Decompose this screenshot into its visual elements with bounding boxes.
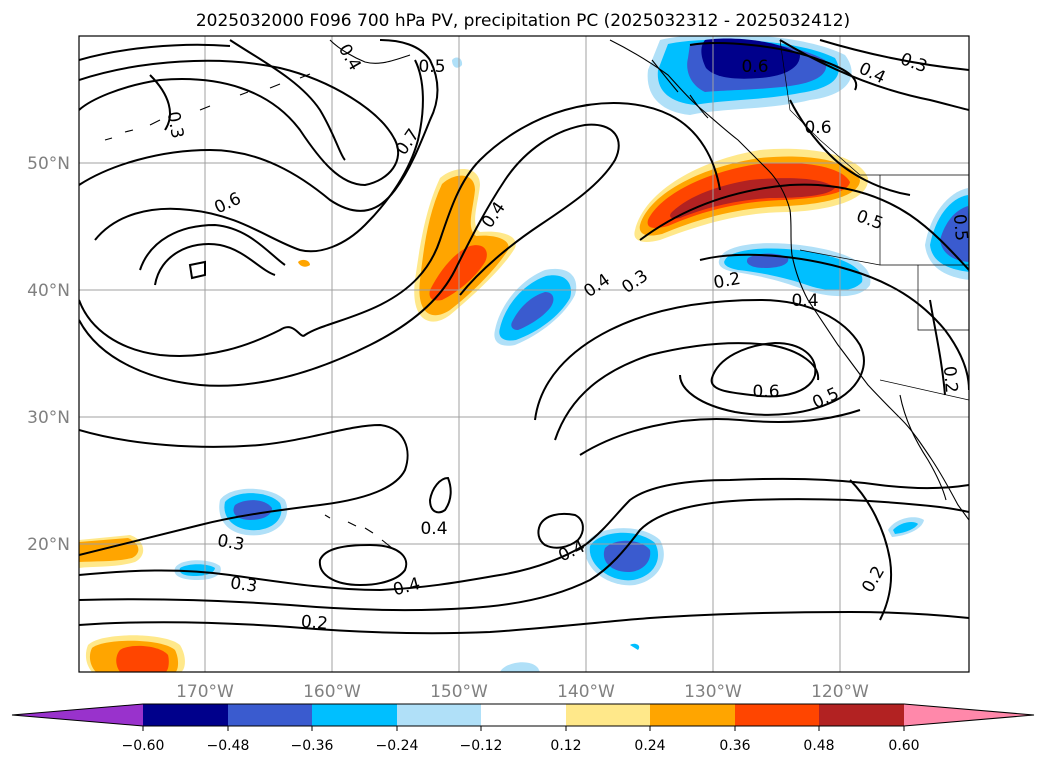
lon-label-160w: 160°W — [303, 682, 361, 702]
precip-region-south-edge-negative — [500, 662, 540, 672]
coastlines — [104, 39, 969, 549]
precip-region-baja-negative-medium — [893, 522, 918, 534]
colorbar-tick-labels: −0.60 −0.48 −0.36 −0.24 −0.12 0.12 0.24 … — [122, 738, 920, 754]
lon-label-150w: 150°W — [430, 682, 488, 702]
lon-label-130w: 130°W — [684, 682, 742, 702]
colorbar-extend-high — [904, 704, 1034, 726]
colorbar-ticks — [142, 726, 905, 731]
colorbar-bin — [228, 704, 312, 726]
colorbar-tick-label: 0.60 — [888, 738, 919, 754]
colorbar-tick-label: 0.24 — [634, 738, 665, 754]
colorbar-tick-label: −0.24 — [376, 738, 419, 754]
precip-region-tiny-positive — [298, 259, 310, 267]
colorbar-bin — [650, 704, 735, 726]
precip-region-tiny — [630, 643, 640, 650]
map-background — [79, 36, 969, 672]
colorbar-tick-label: −0.36 — [291, 738, 334, 754]
precipitation-shading — [79, 36, 969, 672]
contour-label: 0.4 — [420, 519, 447, 539]
colorbar-tick-label: 0.48 — [803, 738, 834, 754]
contour-label: 0.4 — [791, 291, 818, 311]
precip-region-central-negative-strong — [511, 292, 554, 330]
colorbar-tick-label: 0.36 — [719, 738, 750, 754]
map-frame — [78, 35, 970, 673]
colorbar-bin — [819, 704, 904, 726]
contour-label: 0.3 — [216, 531, 246, 555]
colorbar-bin — [312, 704, 397, 726]
contour-label: 0.6 — [752, 382, 779, 402]
lon-label-120w: 120°W — [811, 682, 869, 702]
contour-label: 0.3 — [229, 573, 259, 597]
figure-title: 2025032000 F096 700 hPa PV, precipitatio… — [196, 11, 850, 31]
precip-region-gulf-small — [452, 57, 463, 68]
colorbar-bin — [397, 704, 481, 726]
precip-region-southwest-positive-strong — [116, 645, 169, 672]
map-gridlines — [79, 36, 969, 672]
political-borders — [779, 39, 969, 401]
lat-label-30n: 30°N — [27, 408, 70, 428]
precip-region-pnw-positive-max — [670, 178, 835, 219]
longitude-labels: 170°W 160°W 150°W 140°W 130°W 120°W — [176, 682, 869, 702]
colorbar-tick-label: −0.12 — [460, 738, 503, 754]
colorbar-extend-low — [12, 704, 143, 726]
latitude-labels: 50°N 40°N 30°N 20°N — [27, 154, 70, 555]
contour-label: 0.6 — [804, 118, 831, 138]
colorbar-bin — [481, 704, 566, 726]
pv-contours — [79, 39, 969, 635]
colorbar-bin — [143, 704, 228, 726]
colorbar-bin — [735, 704, 819, 726]
lon-label-170w: 170°W — [176, 682, 234, 702]
colorbar-tick-label: −0.60 — [122, 738, 165, 754]
lat-label-40n: 40°N — [27, 281, 70, 301]
colorbar: −0.60 −0.48 −0.36 −0.24 −0.12 0.12 0.24 … — [11, 703, 1035, 754]
contour-label: 0.5 — [949, 213, 971, 242]
colorbar-tick-label: 0.12 — [550, 738, 581, 754]
map-panel: 0.3 0.5 0.4 0.3 0.6 0.7 0.6 0.4 0.4 0.3 … — [78, 35, 971, 673]
colorbar-bin — [566, 704, 650, 726]
colorbar-tick-label: −0.48 — [207, 738, 250, 754]
contour-label: 0.6 — [741, 57, 768, 77]
lon-label-140w: 140°W — [557, 682, 615, 702]
contour-label: 0.3 — [163, 110, 187, 140]
contour-label: 0.2 — [712, 269, 742, 293]
contour-label: 0.5 — [418, 57, 445, 77]
lat-label-50n: 50°N — [27, 154, 70, 174]
contour-label: 0.2 — [939, 365, 961, 394]
contour-label: 0.2 — [300, 612, 329, 634]
precip-region-south-central-negative-strong — [603, 540, 651, 572]
lat-label-20n: 20°N — [27, 535, 70, 555]
